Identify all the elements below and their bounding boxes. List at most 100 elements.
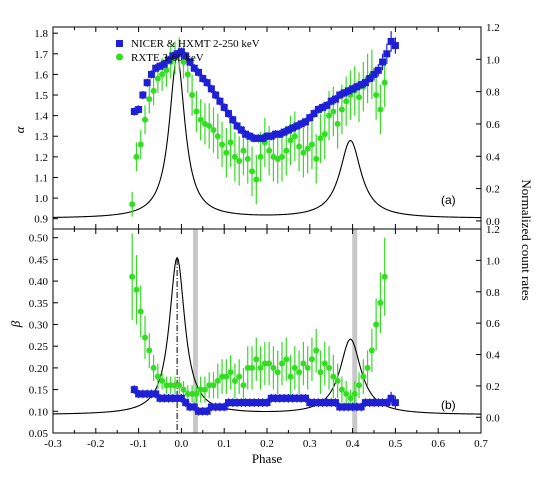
data-point-rxte [142,334,149,341]
data-point-nicer [267,132,275,140]
data-point-nicer [370,399,378,407]
data-point-rxte [291,364,298,371]
data-point-rxte [343,390,350,397]
data-point-nicer [169,52,177,60]
x-tick-label: -0.2 [87,438,104,450]
data-point-nicer [353,403,361,411]
data-point-rxte [317,135,324,142]
x-tick-label: 0.0 [175,438,189,450]
data-point-nicer [379,399,387,407]
data-point-nicer [169,394,177,402]
data-point-nicer [293,394,301,402]
data-point-rxte [244,364,251,371]
data-point-rxte [214,133,221,140]
x-axis-label: Phase [252,451,283,466]
data-point-rxte [219,373,226,380]
data-point-rxte [210,127,217,134]
count-rate-curve [52,256,482,415]
x-tick-label: 0.5 [389,438,403,450]
shaded-band-1 [352,229,358,433]
data-point-nicer [289,394,297,402]
data-point-rxte [317,369,324,376]
count-rate-curve [52,55,482,219]
data-point-nicer [280,394,288,402]
data-point-nicer [336,403,344,411]
data-point-nicer [207,403,215,411]
legend-label-nicer: NICER & HXMT 2-250 keV [131,38,260,50]
data-point-nicer [297,394,305,402]
data-point-nicer [237,126,245,134]
data-point-nicer [152,64,160,72]
data-point-rxte [133,153,140,160]
x-tick-label: 0.2 [260,438,274,450]
data-point-nicer [246,132,254,140]
data-point-rxte [137,141,144,148]
data-point-rxte [163,382,170,389]
y-tick-label: 0.15 [29,385,49,397]
data-point-nicer [293,122,301,130]
data-point-nicer [357,81,365,89]
data-point-rxte [266,360,273,367]
right-y-tick-label: 0.6 [486,119,500,131]
data-point-rxte [163,67,170,74]
panel-b-label: (b) [441,398,456,412]
shaded-band-0 [193,229,199,433]
data-point-nicer [383,50,391,58]
right-y-tick-label: 0.2 [486,381,500,393]
data-point-rxte [154,373,161,380]
data-point-nicer [177,48,185,56]
data-point-nicer [314,399,322,407]
data-point-nicer [306,399,314,407]
data-point-nicer [370,70,378,78]
data-point-nicer [284,394,292,402]
data-point-rxte [326,364,333,371]
y-tick-label: 0.9 [34,214,48,226]
data-point-rxte [347,395,354,402]
data-point-nicer [379,58,387,66]
data-point-nicer [242,399,250,407]
data-point-nicer [246,399,254,407]
data-point-nicer [276,130,284,138]
data-point-rxte [274,369,281,376]
data-point-rxte [189,92,196,99]
data-point-nicer [224,110,232,118]
y-tick-label: 1.3 [34,131,48,143]
right-y-tick-label: 0.2 [486,184,500,196]
data-point-nicer [216,403,224,411]
data-point-rxte [300,360,307,367]
data-point-rxte [206,382,213,389]
data-point-rxte [189,390,196,397]
data-point-rxte [253,176,260,183]
data-point-rxte [197,386,204,393]
data-point-nicer [160,60,168,68]
data-point-nicer [152,390,160,398]
data-point-rxte [296,369,303,376]
data-point-nicer [242,130,250,138]
data-point-nicer [306,114,314,122]
right-y-tick-label: 0.4 [486,350,500,362]
panel-b-rxte-series [129,233,388,407]
x-tick-label: -0.1 [130,438,147,450]
data-point-rxte [227,139,234,146]
data-point-nicer [212,91,220,99]
data-point-nicer [216,97,224,105]
legend-marker-rxte [116,53,123,61]
data-point-rxte [330,373,337,380]
y-tick-label: 0.50 [29,233,49,245]
data-point-rxte [377,106,384,113]
data-point-nicer [173,394,181,402]
data-point-rxte [193,108,200,115]
data-point-nicer [327,399,335,407]
data-point-rxte [257,364,264,371]
data-point-rxte [291,133,298,140]
data-point-nicer [327,97,335,105]
data-point-rxte [231,377,238,384]
data-point-nicer [195,407,203,415]
y-tick-label: 1.7 [34,49,48,61]
data-point-nicer [323,399,331,407]
y-tick-label: 1.5 [34,90,48,102]
data-point-nicer [203,407,211,415]
data-point-nicer [340,89,348,97]
data-point-rxte [206,122,213,129]
y-tick-label: 0.30 [29,319,49,331]
